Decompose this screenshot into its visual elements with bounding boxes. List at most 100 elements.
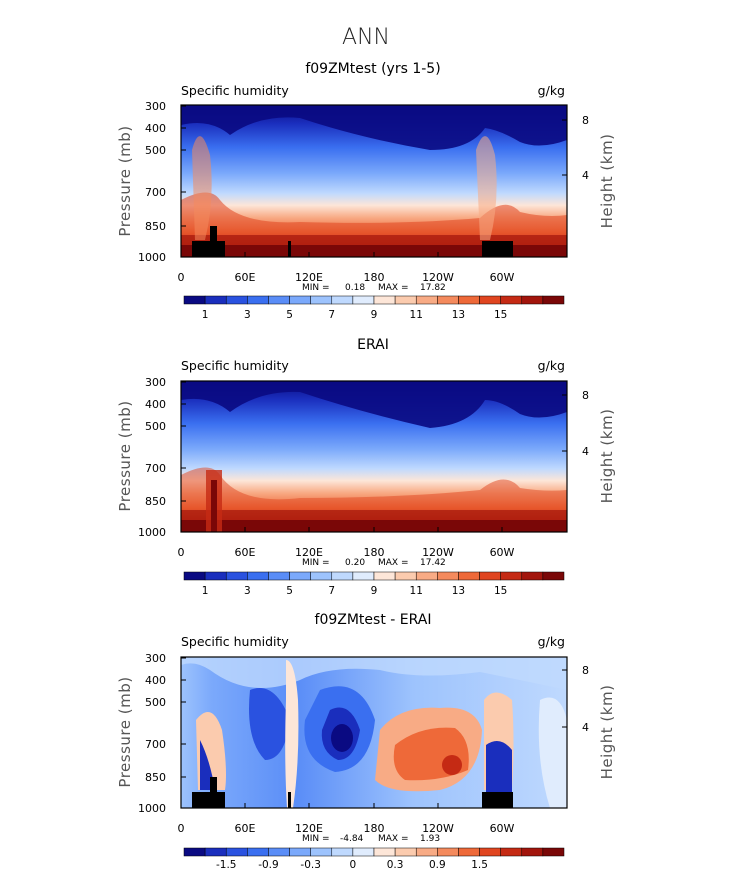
topography-mask	[192, 777, 513, 808]
colorbar-swatch	[458, 571, 480, 581]
panel-title: ERAI	[357, 337, 389, 353]
y-axis-height: 8 4	[562, 114, 589, 182]
ytick-label: 1000	[138, 251, 166, 264]
ytick-label: 300	[145, 376, 166, 389]
panel-model: f09ZMtest (yrs 1-5) Specific humidity g/…	[116, 61, 616, 321]
colorbar-swatch	[247, 295, 269, 305]
colorbar-label: -0.3	[300, 859, 321, 871]
panel-difference: f09ZMtest - ERAI Specific humidity g/kg	[116, 612, 616, 871]
colorbar-label: 1	[202, 585, 209, 597]
min-label: MIN =	[302, 283, 330, 293]
units-label: g/kg	[538, 634, 565, 649]
colorbar-swatch	[352, 571, 375, 581]
colorbar-label: -1.5	[216, 859, 237, 871]
colorbar-swatch	[394, 847, 417, 857]
max-label: MAX =	[378, 283, 409, 293]
y-axis-pressure: 300 400 500 700 850 1000	[138, 376, 186, 539]
variable-label: Specific humidity	[181, 83, 289, 98]
xtick-label: 180	[364, 271, 385, 284]
ytick-label: 850	[145, 495, 166, 508]
y-axis-label: Pressure (mb)	[116, 400, 134, 511]
xtick-label: 0	[178, 271, 185, 284]
colorbar-swatch	[415, 847, 438, 857]
colorbar-label: 9	[371, 309, 378, 321]
max-value: 1.93	[420, 834, 440, 844]
contour-field	[181, 105, 567, 257]
min-value: -4.84	[340, 834, 364, 844]
colorbar-label: 3	[244, 309, 251, 321]
ytick-label: 850	[145, 220, 166, 233]
colorbar-swatch	[289, 295, 311, 305]
units-label: g/kg	[538, 83, 565, 98]
colorbar-swatch	[458, 847, 480, 857]
colorbar-swatch	[183, 571, 206, 581]
colorbar-swatch	[225, 571, 248, 581]
ytick-label: 300	[145, 100, 166, 113]
xtick-label: 120E	[295, 822, 323, 835]
colorbar-label: 7	[328, 309, 335, 321]
max-label: MAX =	[378, 558, 409, 568]
colorbar-swatch	[437, 847, 459, 857]
min-label: MIN =	[302, 558, 330, 568]
variable-label: Specific humidity	[181, 358, 289, 373]
ytick-label: 500	[145, 696, 166, 709]
colorbar-label: 11	[410, 309, 423, 321]
colorbar-swatch	[310, 847, 333, 857]
colorbar-swatch	[521, 847, 544, 857]
xtick-label: 0	[178, 546, 185, 559]
colorbar-swatch	[437, 295, 459, 305]
xtick-label: 60W	[490, 822, 515, 835]
colorbar-label: 13	[452, 585, 465, 597]
xtick-label: 0	[178, 822, 185, 835]
colorbar-swatch	[394, 295, 417, 305]
y-axis-label: Pressure (mb)	[116, 125, 134, 236]
colorbar-swatch	[521, 295, 544, 305]
colorbar-swatch	[225, 847, 248, 857]
ytick-label: 500	[145, 144, 166, 157]
x-axis: 0 60E 120E 180 120W 60W	[178, 527, 515, 559]
min-max-readout: MIN = 0.20 MAX = 17.42	[302, 558, 446, 568]
xtick-label: 60E	[235, 546, 256, 559]
ytick-label: 400	[145, 674, 166, 687]
colorbar-label: 15	[494, 309, 507, 321]
x-axis: 0 60E 120E 180 120W 60W	[178, 803, 515, 835]
contour-field	[181, 657, 567, 808]
colorbar-swatch	[352, 295, 375, 305]
units-label: g/kg	[538, 358, 565, 373]
colorbar-swatch	[521, 571, 544, 581]
colorbar-swatch	[310, 571, 333, 581]
colorbar-swatch	[247, 571, 269, 581]
colorbar-swatch	[542, 847, 565, 857]
ytick-label: 850	[145, 771, 166, 784]
height-tick-label: 8	[582, 389, 589, 402]
colorbar-swatch	[500, 295, 523, 305]
colorbar-label: 9	[371, 585, 378, 597]
max-value: 17.82	[420, 283, 446, 293]
panel-obs: ERAI Specific humidity g/kg 300 400 500 …	[116, 337, 616, 597]
colorbar-swatch	[415, 571, 438, 581]
xtick-label: 120W	[422, 271, 454, 284]
colorbar-swatch	[204, 571, 227, 581]
colorbar-swatch	[268, 295, 290, 305]
colorbar-label: 1.5	[471, 859, 488, 871]
colorbar-swatch	[352, 847, 375, 857]
xtick-label: 120W	[422, 546, 454, 559]
colorbar-swatch	[183, 295, 206, 305]
colorbar-swatch	[500, 847, 523, 857]
colorbar-swatch	[373, 295, 396, 305]
xtick-label: 60W	[490, 546, 515, 559]
colorbar-swatch	[204, 295, 227, 305]
ytick-label: 400	[145, 398, 166, 411]
ytick-label: 400	[145, 122, 166, 135]
colorbar-swatch	[310, 295, 333, 305]
y-axis-pressure: 300 400 500 700 850 1000	[138, 100, 186, 264]
colorbar-swatch	[479, 847, 501, 857]
contour-field	[181, 381, 567, 532]
ytick-label: 1000	[138, 526, 166, 539]
colorbar-label: 0.9	[429, 859, 446, 871]
max-label: MAX =	[378, 834, 409, 844]
colorbar-label: 1	[202, 309, 209, 321]
xtick-label: 180	[364, 822, 385, 835]
xtick-label: 180	[364, 546, 385, 559]
colorbar-swatch	[289, 571, 311, 581]
